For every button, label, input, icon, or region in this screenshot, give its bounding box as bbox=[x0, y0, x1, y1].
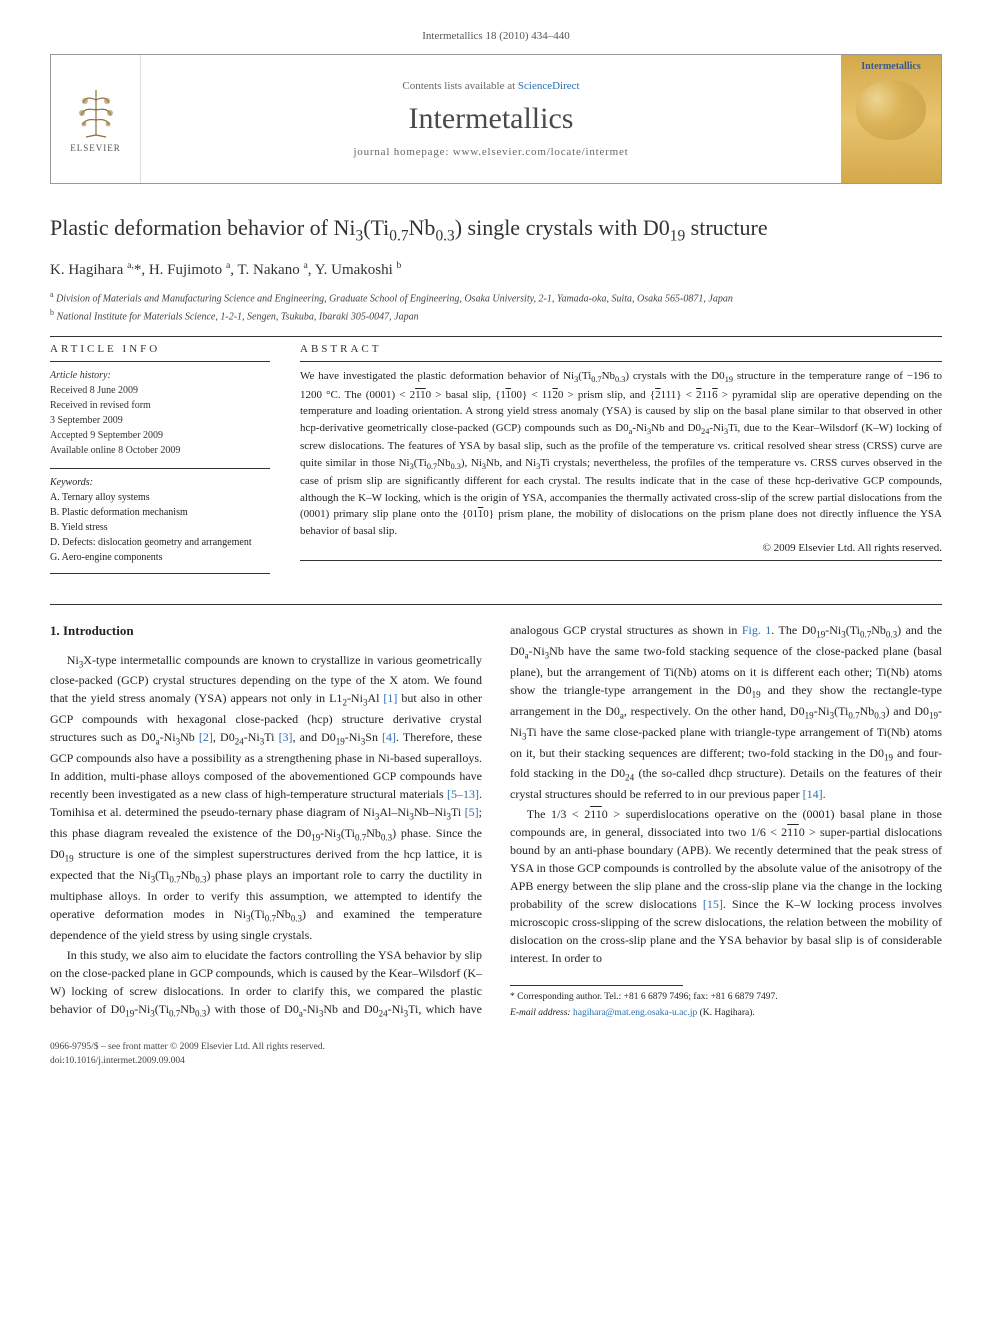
section-heading: 1. Introduction bbox=[50, 621, 482, 641]
homepage-prefix: journal homepage: bbox=[353, 146, 452, 158]
info-abstract-row: ARTICLE INFO Article history: Received 8… bbox=[50, 343, 942, 580]
corresponding-author-footnote: * Corresponding author. Tel.: +81 6 6879… bbox=[510, 991, 942, 1004]
abstract-column: ABSTRACT We have investigated the plasti… bbox=[300, 343, 942, 580]
history-item: Received 8 June 2009 bbox=[50, 383, 270, 398]
keyword-item: D. Defects: dislocation geometry and arr… bbox=[50, 535, 270, 550]
keyword-item: B. Plastic deformation mechanism bbox=[50, 505, 270, 520]
divider bbox=[300, 560, 942, 561]
section-number: 1. bbox=[50, 623, 60, 638]
sciencedirect-link[interactable]: ScienceDirect bbox=[518, 80, 580, 92]
email-suffix: (K. Hagihara). bbox=[697, 1008, 755, 1018]
running-header: Intermetallics 18 (2010) 434–440 bbox=[50, 30, 942, 42]
history-item: 3 September 2009 bbox=[50, 413, 270, 428]
section-title: Introduction bbox=[63, 623, 134, 638]
keyword-item: B. Yield stress bbox=[50, 520, 270, 535]
body-paragraph: Ni3X-type intermetallic compounds are kn… bbox=[50, 651, 482, 944]
page-footer: 0966-9795/$ – see front matter © 2009 El… bbox=[50, 1041, 942, 1068]
affiliations-block: a Division of Materials and Manufacturin… bbox=[50, 289, 942, 324]
divider bbox=[50, 573, 270, 574]
contents-available-line: Contents lists available at ScienceDirec… bbox=[402, 80, 579, 92]
body-paragraph: The 1/3 < 2110 > superdislocations opera… bbox=[510, 805, 942, 967]
journal-title: Intermetallics bbox=[409, 102, 574, 136]
keywords-block: Keywords: A. Ternary alloy systems B. Pl… bbox=[50, 468, 270, 565]
abstract-copyright: © 2009 Elsevier Ltd. All rights reserved… bbox=[300, 542, 942, 554]
affiliation: b National Institute for Materials Scien… bbox=[50, 307, 942, 324]
article-info-heading: ARTICLE INFO bbox=[50, 343, 270, 355]
email-label: E-mail address: bbox=[510, 1008, 573, 1018]
elsevier-tree-icon bbox=[71, 85, 121, 140]
email-footnote: E-mail address: hagihara@mat.eng.osaka-u… bbox=[510, 1007, 942, 1020]
affiliation: a Division of Materials and Manufacturin… bbox=[50, 289, 942, 306]
contents-prefix: Contents lists available at bbox=[402, 80, 517, 92]
keyword-item: A. Ternary alloy systems bbox=[50, 490, 270, 505]
doi-line: doi:10.1016/j.intermet.2009.09.004 bbox=[50, 1055, 942, 1068]
homepage-url[interactable]: www.elsevier.com/locate/intermet bbox=[453, 146, 629, 158]
cover-art-icon bbox=[856, 80, 926, 140]
article-title: Plastic deformation behavior of Ni3(Ti0.… bbox=[50, 214, 942, 246]
abstract-text: We have investigated the plastic deforma… bbox=[300, 361, 942, 539]
history-item: Accepted 9 September 2009 bbox=[50, 428, 270, 443]
history-item: Received in revised form bbox=[50, 398, 270, 413]
footnote-separator bbox=[510, 985, 683, 986]
abstract-heading: ABSTRACT bbox=[300, 343, 942, 355]
journal-homepage-line: journal homepage: www.elsevier.com/locat… bbox=[353, 146, 628, 158]
publisher-logo-block: ELSEVIER bbox=[51, 55, 141, 183]
divider bbox=[50, 336, 942, 337]
author-list: K. Hagihara a,*, H. Fujimoto a, T. Nakan… bbox=[50, 260, 942, 279]
keyword-item: G. Aero-engine components bbox=[50, 550, 270, 565]
masthead-center: Contents lists available at ScienceDirec… bbox=[141, 55, 841, 183]
divider bbox=[50, 604, 942, 605]
cover-title: Intermetallics bbox=[861, 61, 920, 72]
history-label: Article history: bbox=[50, 368, 270, 383]
article-info-column: ARTICLE INFO Article history: Received 8… bbox=[50, 343, 270, 580]
publisher-name: ELSEVIER bbox=[70, 143, 121, 153]
history-item: Available online 8 October 2009 bbox=[50, 443, 270, 458]
article-history-block: Article history: Received 8 June 2009 Re… bbox=[50, 361, 270, 458]
keywords-label: Keywords: bbox=[50, 475, 270, 490]
journal-cover-thumbnail: Intermetallics bbox=[841, 55, 941, 183]
author-email-link[interactable]: hagihara@mat.eng.osaka-u.ac.jp bbox=[573, 1008, 697, 1018]
journal-masthead: ELSEVIER Contents lists available at Sci… bbox=[50, 54, 942, 184]
article-body: 1. Introduction Ni3X-type intermetallic … bbox=[50, 621, 942, 1021]
issn-copyright-line: 0966-9795/$ – see front matter © 2009 El… bbox=[50, 1041, 942, 1054]
